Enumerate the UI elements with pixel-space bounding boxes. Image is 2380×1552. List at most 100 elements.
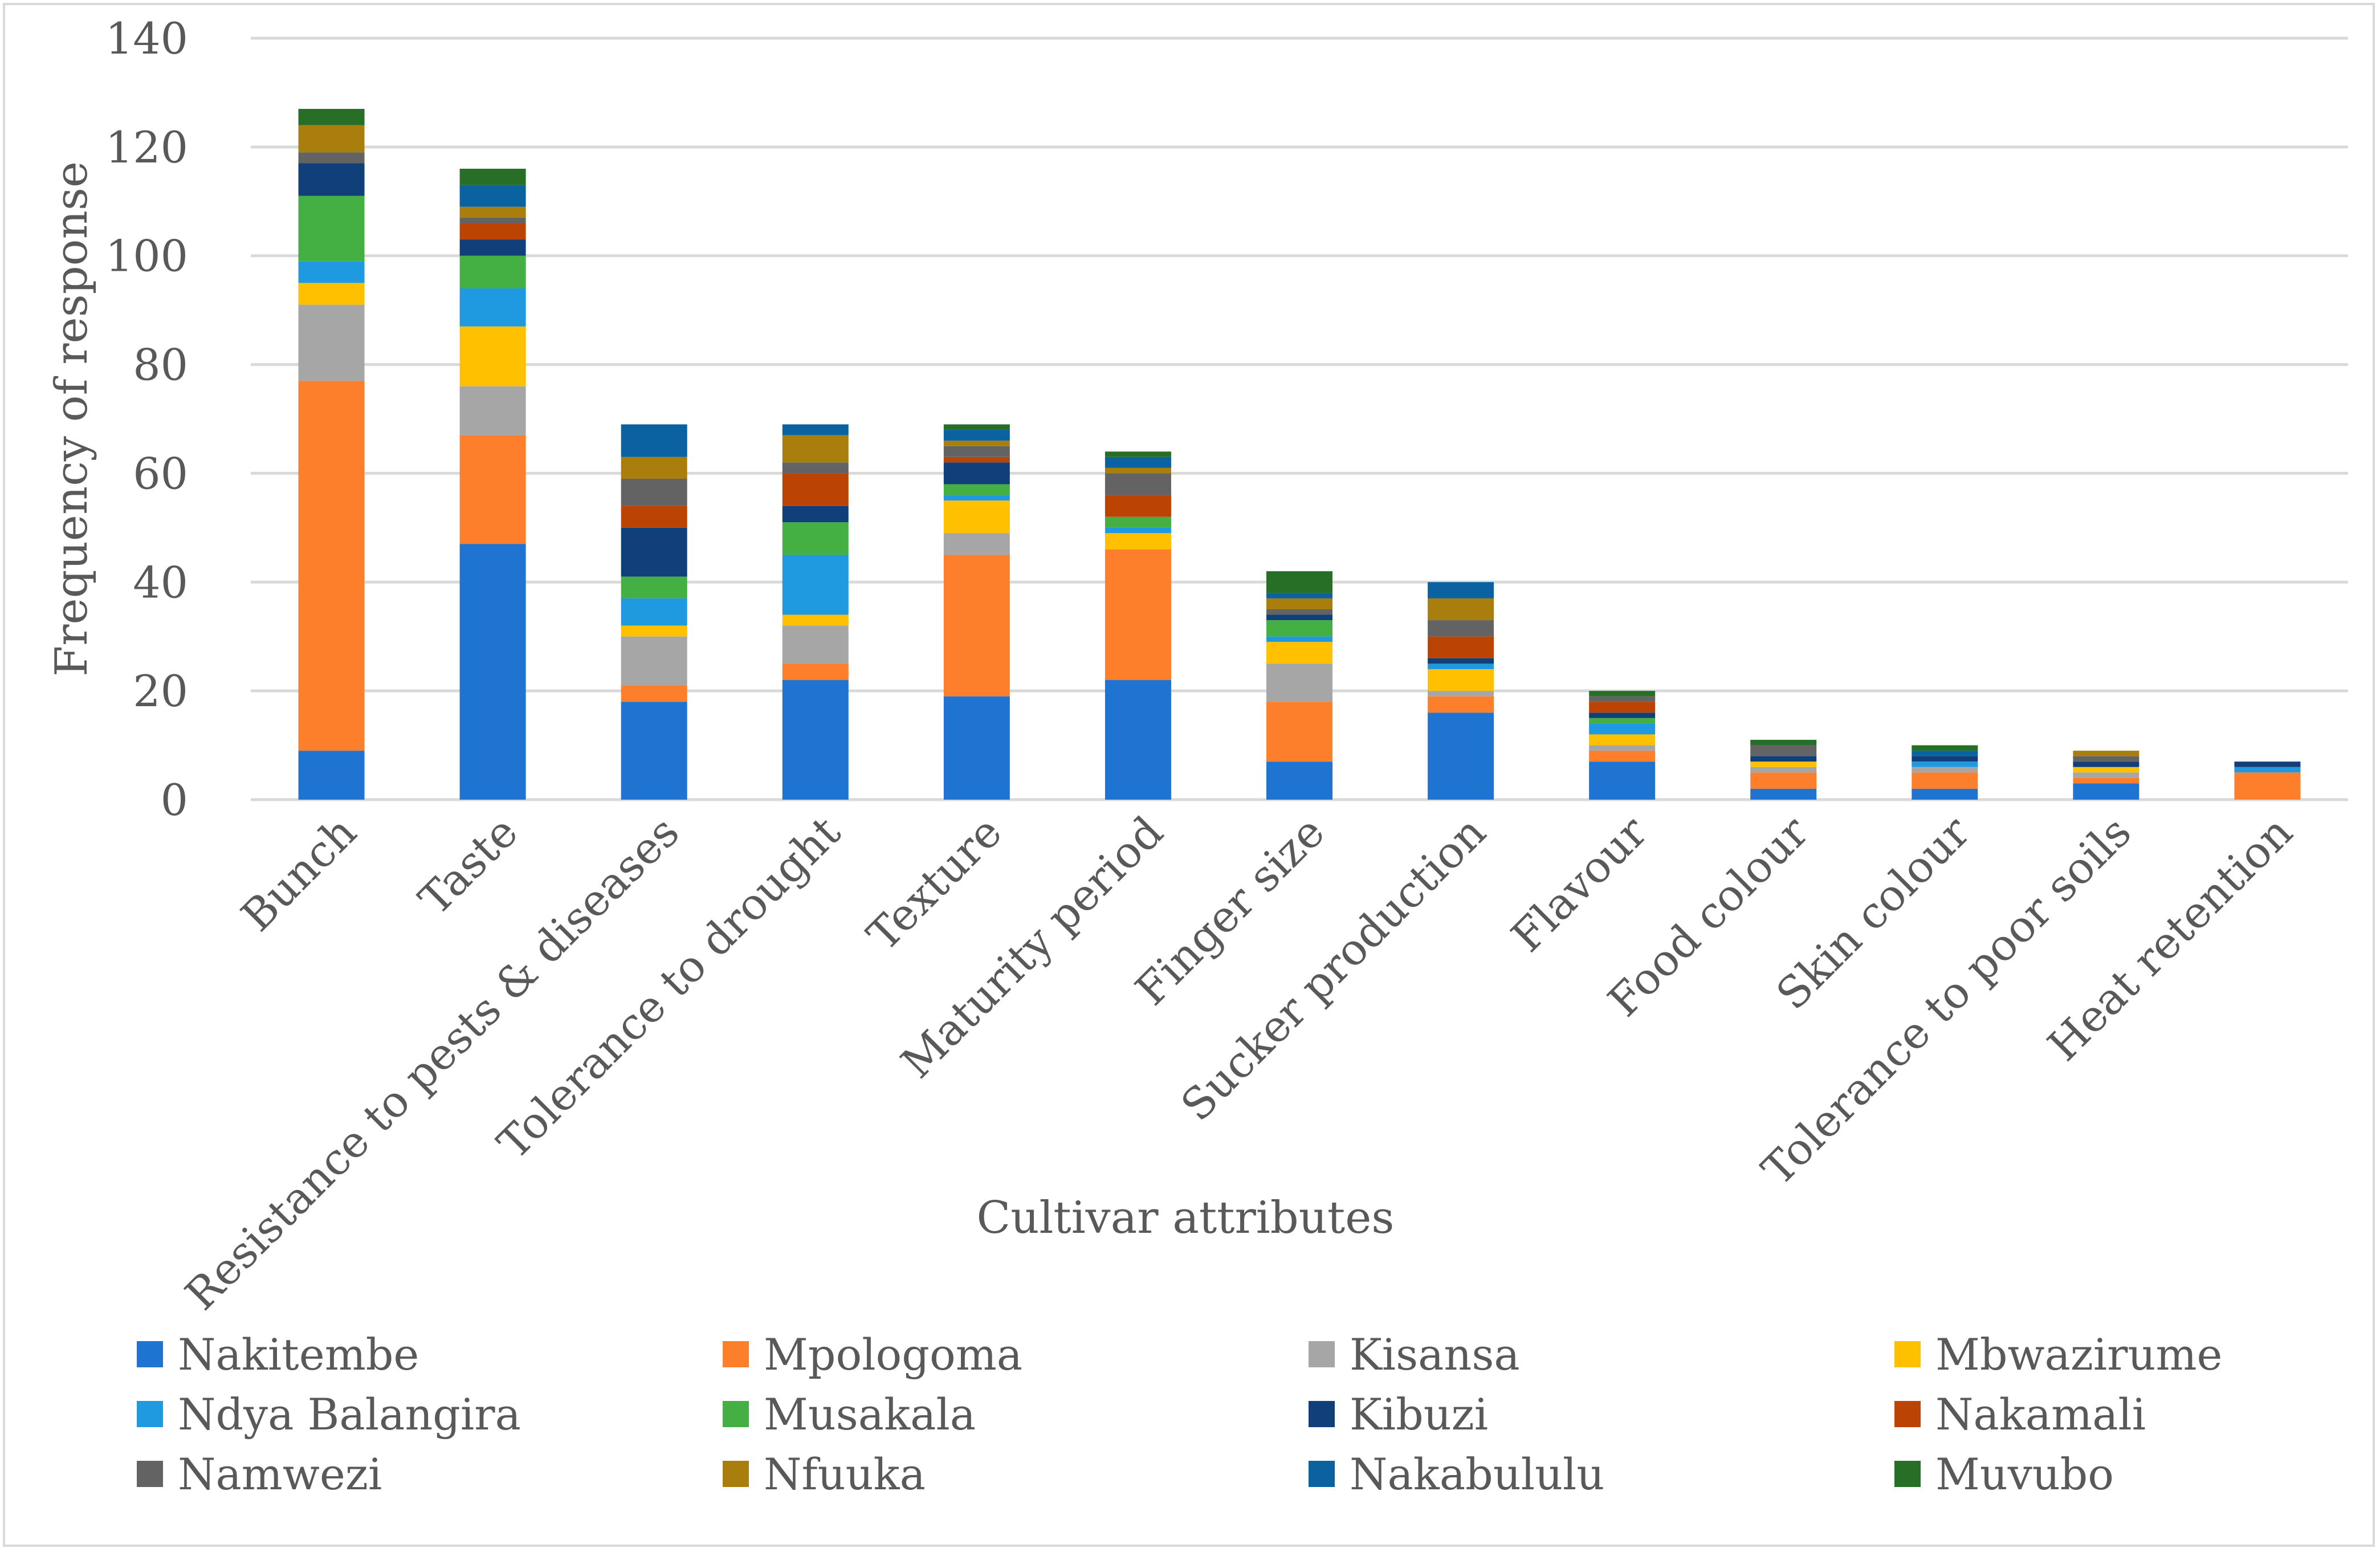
bar-segment bbox=[782, 680, 849, 800]
legend-swatch bbox=[137, 1461, 163, 1487]
legend-label: Nakabululu bbox=[1350, 1449, 1604, 1500]
y-tick-label: 20 bbox=[133, 666, 188, 716]
bar-segment bbox=[1589, 696, 1656, 702]
bar-segment bbox=[1589, 718, 1656, 724]
bar-segment bbox=[298, 125, 365, 153]
legend-swatch bbox=[1894, 1341, 1921, 1367]
legend-label: Kisansa bbox=[1350, 1329, 1520, 1380]
y-tick-label: 40 bbox=[133, 557, 188, 608]
bar-segment bbox=[298, 261, 365, 283]
bar-segment bbox=[1428, 712, 1494, 800]
x-tick-label: Flavour bbox=[1501, 806, 1657, 962]
legend-label: Musakala bbox=[764, 1389, 976, 1440]
bar-segment bbox=[1105, 495, 1171, 517]
x-axis-title: Cultivar attributes bbox=[977, 1192, 1395, 1244]
bar-segment bbox=[1105, 467, 1171, 474]
bar-segment bbox=[943, 424, 1010, 430]
bar-segment bbox=[621, 625, 687, 637]
legend-swatch bbox=[1894, 1401, 1921, 1427]
bar-segment bbox=[1266, 761, 1332, 800]
bar-segment bbox=[459, 255, 526, 288]
bar-segment bbox=[1428, 636, 1494, 658]
bar-stack bbox=[1428, 582, 1494, 800]
bar-segment bbox=[943, 500, 1010, 533]
legend-label: Nakitembe bbox=[178, 1329, 419, 1380]
legend-item: Mpologoma bbox=[723, 1329, 1022, 1380]
bar-segment bbox=[1912, 745, 1978, 751]
legend-label: Namwezi bbox=[178, 1449, 382, 1500]
bar-stack bbox=[621, 424, 687, 800]
bar-segment bbox=[943, 441, 1010, 446]
bar-stack bbox=[1912, 745, 1978, 800]
bar-segment bbox=[2234, 761, 2301, 767]
y-axis-title: Frequency of response bbox=[46, 161, 97, 677]
legend-item: Namwezi bbox=[137, 1449, 382, 1500]
bar-stack bbox=[1750, 740, 1817, 800]
bar-stack bbox=[782, 424, 849, 800]
bar-segment bbox=[1589, 702, 1656, 713]
bar-segment bbox=[1105, 516, 1171, 528]
bar-segment bbox=[2073, 761, 2139, 767]
bar-segment bbox=[782, 625, 849, 664]
bar-stack bbox=[1266, 571, 1332, 800]
bar-segment bbox=[459, 223, 526, 240]
legend-label: Nfuuka bbox=[764, 1449, 926, 1500]
bar-segment bbox=[1428, 696, 1494, 713]
bar-stack bbox=[2234, 761, 2301, 800]
bar-segment bbox=[2073, 751, 2139, 756]
bar-segment bbox=[1589, 761, 1656, 800]
bar-segment bbox=[782, 663, 849, 681]
bar-segment bbox=[1105, 680, 1171, 800]
bar-segment bbox=[459, 544, 526, 800]
bar-segment bbox=[298, 283, 365, 305]
bar-segment bbox=[1912, 756, 1978, 762]
legend-item: Nakitembe bbox=[137, 1329, 419, 1380]
bar-segment bbox=[1105, 473, 1171, 495]
bar-segment bbox=[1589, 734, 1656, 746]
bar-segment bbox=[1428, 658, 1494, 664]
bar-segment bbox=[1589, 723, 1656, 735]
bar-segment bbox=[459, 206, 526, 218]
legend-swatch bbox=[1309, 1341, 1335, 1367]
legend-label: Muvubo bbox=[1935, 1449, 2114, 1500]
legend-swatch bbox=[137, 1341, 163, 1367]
bar-segment bbox=[943, 533, 1010, 555]
legend-item: Nfuuka bbox=[723, 1449, 926, 1500]
bar-segment bbox=[782, 462, 849, 474]
legend-label: Mbwazirume bbox=[1935, 1329, 2223, 1380]
bar-segment bbox=[621, 478, 687, 506]
bar-segment bbox=[1912, 788, 1978, 800]
bar-segment bbox=[621, 685, 687, 702]
bar-segment bbox=[459, 169, 526, 185]
bar-segment bbox=[1105, 533, 1171, 550]
bar-segment bbox=[621, 457, 687, 479]
bar-segment bbox=[1912, 751, 1978, 756]
bar-stack bbox=[943, 424, 1010, 800]
legend-label: Ndya Balangira bbox=[178, 1389, 521, 1440]
legend-item: Musakala bbox=[723, 1389, 976, 1440]
bar-segment bbox=[2073, 772, 2139, 778]
x-tick-label: Texture bbox=[857, 806, 1011, 960]
bar-segment bbox=[459, 435, 526, 544]
bar-segment bbox=[943, 457, 1010, 463]
bar-segment bbox=[1428, 620, 1494, 637]
bar-segment bbox=[2073, 777, 2139, 784]
bar-segment bbox=[1750, 745, 1817, 756]
bar-segment bbox=[1750, 767, 1817, 773]
bar-segment bbox=[2073, 767, 2139, 773]
bar-segment bbox=[1589, 712, 1656, 718]
bar-segment bbox=[298, 304, 365, 381]
bar-segment bbox=[1750, 788, 1817, 800]
bar-segment bbox=[782, 473, 849, 506]
bar-segment bbox=[1105, 527, 1171, 533]
bar-segment bbox=[1428, 669, 1494, 691]
y-tick-label: 80 bbox=[133, 340, 188, 390]
bar-segment bbox=[298, 195, 365, 262]
legend-swatch bbox=[1309, 1461, 1335, 1487]
bar-segment bbox=[943, 696, 1010, 800]
bar-segment bbox=[459, 217, 526, 223]
bar-segment bbox=[1105, 549, 1171, 681]
bar-segment bbox=[943, 446, 1010, 457]
bar-segment bbox=[943, 495, 1010, 501]
x-tick-label: Sucker production bbox=[1171, 806, 1495, 1131]
